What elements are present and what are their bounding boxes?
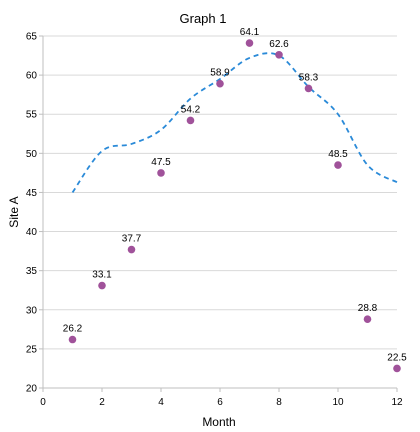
data-label: 58.3 bbox=[299, 72, 319, 83]
data-label: 48.5 bbox=[328, 149, 348, 160]
data-point bbox=[393, 364, 401, 373]
data-label: 26.2 bbox=[63, 324, 83, 335]
data-label: 37.7 bbox=[122, 234, 142, 245]
data-points bbox=[68, 39, 401, 373]
y-axis-label: Site A bbox=[7, 196, 21, 227]
y-tick-label: 65 bbox=[26, 32, 38, 43]
data-labels: 26.2 33.1 37.7 47.5 54.2 58.9 64.1 62.6 58.3 48.5… bbox=[63, 27, 407, 363]
x-tick-label: 2 bbox=[99, 397, 105, 408]
data-point bbox=[157, 169, 165, 177]
y-tick-label: 35 bbox=[26, 266, 38, 277]
data-label: 33.1 bbox=[92, 270, 112, 281]
data-point bbox=[275, 50, 283, 59]
data-point bbox=[127, 245, 136, 254]
data-point bbox=[363, 315, 372, 323]
data-label: 28.8 bbox=[358, 303, 378, 314]
x-tick-label: 12 bbox=[391, 397, 403, 408]
gridlines bbox=[43, 35, 397, 350]
y-tick-label: 55 bbox=[26, 110, 38, 121]
trend-line-group bbox=[71, 52, 398, 193]
data-point bbox=[304, 84, 313, 93]
y-tick-label: 30 bbox=[26, 305, 38, 316]
y-tick-label: 20 bbox=[26, 384, 38, 395]
data-label: 62.6 bbox=[269, 39, 289, 50]
x-tick-label: 10 bbox=[332, 397, 344, 408]
data-point bbox=[334, 161, 342, 169]
x-tick-label: 8 bbox=[276, 397, 282, 408]
data-label: 54.2 bbox=[181, 104, 201, 115]
trend-line bbox=[71, 52, 398, 193]
axes bbox=[39, 35, 398, 392]
data-point bbox=[186, 116, 195, 125]
x-tick-label: 6 bbox=[217, 397, 223, 408]
data-point bbox=[245, 39, 254, 47]
data-label: 58.9 bbox=[210, 68, 230, 79]
y-tick-label: 25 bbox=[26, 344, 38, 355]
x-tick-label: 4 bbox=[158, 397, 164, 408]
chart-title: Graph 1 bbox=[180, 11, 227, 26]
data-point bbox=[216, 79, 224, 88]
y-tick-label: 45 bbox=[26, 188, 38, 199]
x-tick-label: 0 bbox=[40, 397, 46, 408]
data-label: 22.5 bbox=[387, 352, 407, 363]
data-point bbox=[68, 335, 77, 344]
data-label: 47.5 bbox=[151, 157, 171, 168]
data-label: 64.1 bbox=[240, 27, 260, 38]
data-point bbox=[98, 281, 106, 290]
y-tick-label: 40 bbox=[26, 227, 38, 238]
y-tick-label: 50 bbox=[26, 149, 38, 160]
tick-labels: 0 2 4 6 8 10 12 20 25 30 35 40 45 50 55 60 65 bbox=[26, 32, 403, 409]
x-axis-label: Month bbox=[202, 415, 235, 429]
y-tick-label: 60 bbox=[26, 71, 38, 82]
